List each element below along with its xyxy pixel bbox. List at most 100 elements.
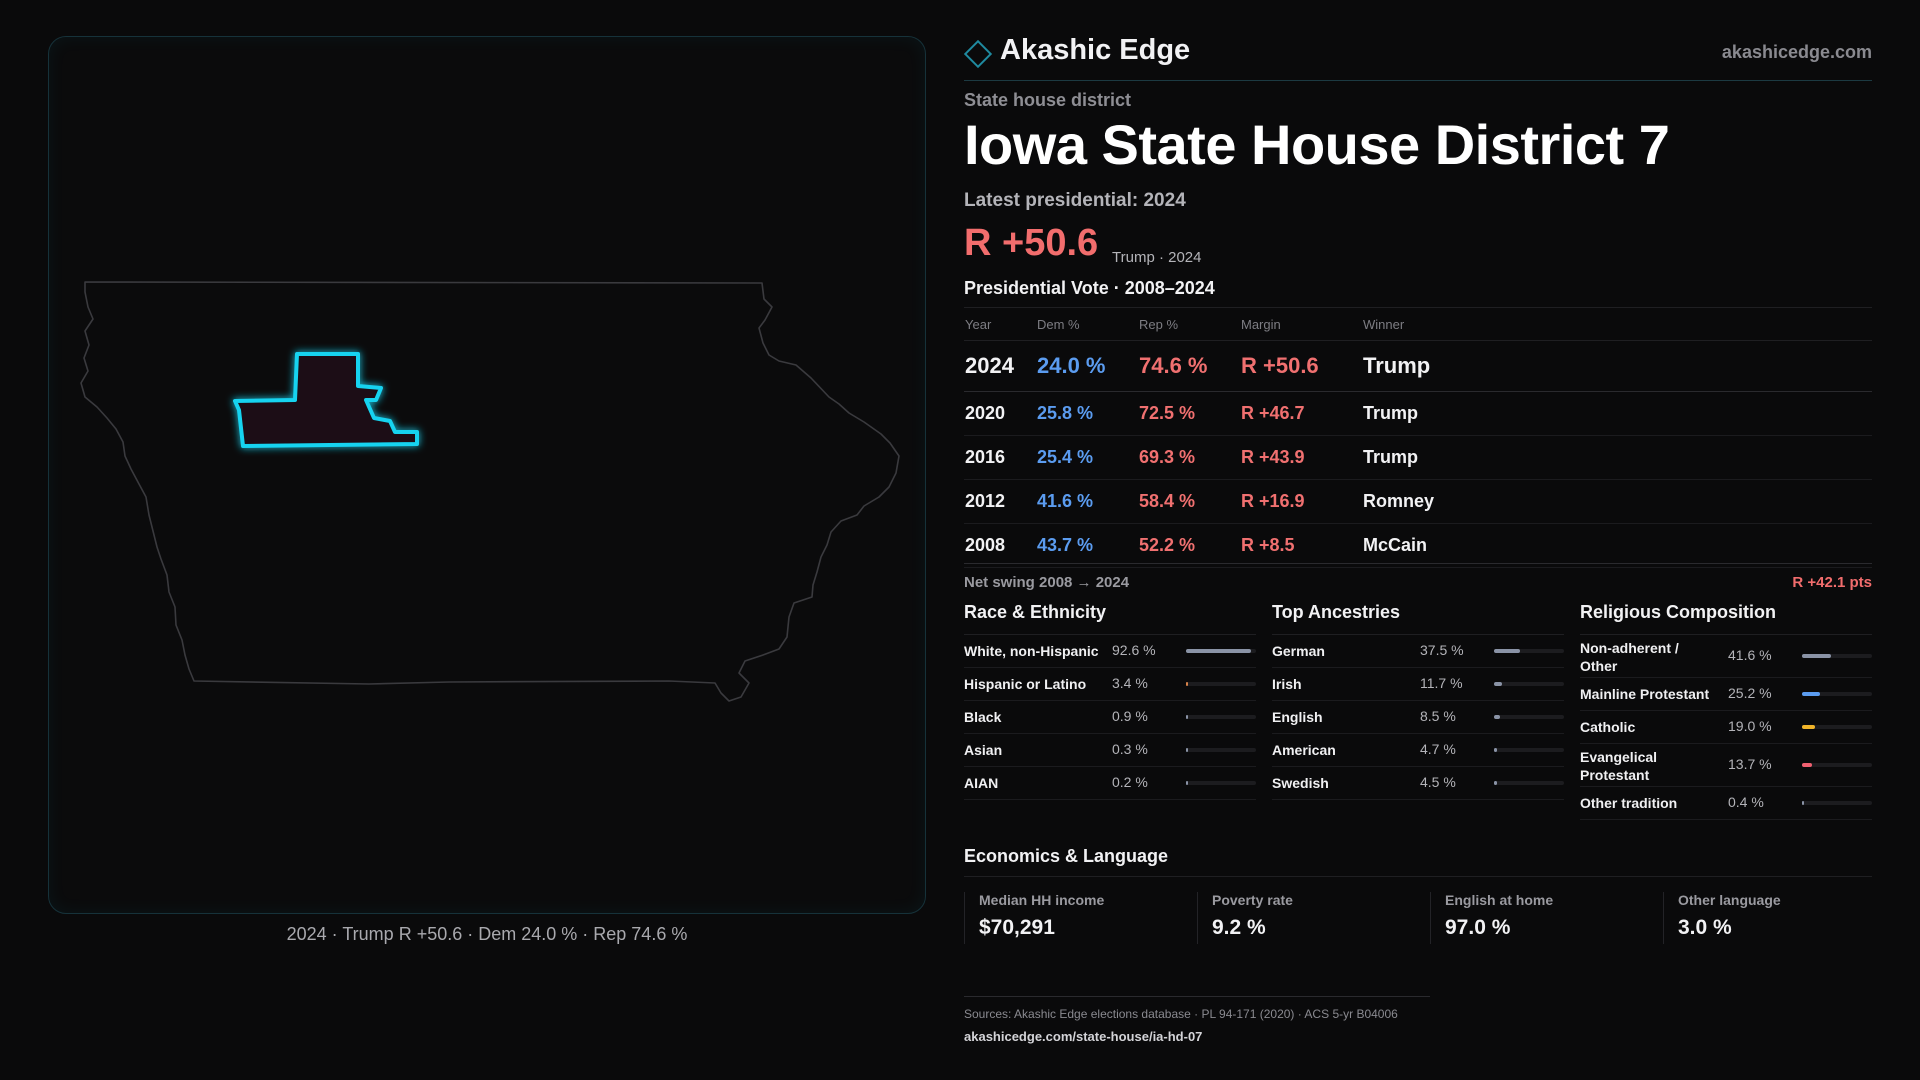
dem-cell: 43.7 % <box>1036 523 1138 568</box>
year-cell: 2008 <box>964 523 1036 568</box>
race-bar-fill <box>1186 748 1188 752</box>
ancestry-label: American <box>1272 742 1336 758</box>
column-header-margin: Margin <box>1240 307 1362 341</box>
religion-bar-track <box>1802 763 1872 767</box>
race-bar-track <box>1186 781 1256 785</box>
religion-label: Catholic <box>1580 719 1636 735</box>
top-ancestries-panel: Top Ancestries German 37.5 % Irish 11.7 % En… <box>1272 602 1564 800</box>
race-row: AIAN 0.2 % <box>964 767 1256 800</box>
race-percent: 92.6 % <box>1112 642 1156 658</box>
race-bar-track <box>1186 649 1256 653</box>
race-ethnicity-panel: Race & Ethnicity White, non-Hispanic 92.6… <box>964 602 1256 800</box>
net-swing-value: R +42.1 pts <box>1792 574 1872 591</box>
race-label: Black <box>964 709 1002 725</box>
year-cell: 2024 <box>964 340 1036 392</box>
map-caption: 2024 · Trump R +50.6 · Dem 24.0 % · Rep … <box>286 924 688 944</box>
column-header-year: Year <box>964 307 1036 341</box>
religion-percent: 13.7 % <box>1728 756 1772 772</box>
page-title: Iowa State House District 7 <box>964 113 1670 176</box>
race-label: Hispanic or Latino <box>964 676 1087 692</box>
table-row: 2008 43.7 % 52.2 % R +8.5 McCain <box>964 523 1872 568</box>
net-swing-label: Net swing 2008 → 2024 <box>964 574 1130 591</box>
ancestry-bar-fill <box>1494 715 1500 719</box>
column-header-winner: Winner <box>1362 307 1872 341</box>
year-cell: 2016 <box>964 435 1036 480</box>
year-cell: 2020 <box>964 391 1036 436</box>
rep-cell: 58.4 % <box>1138 479 1240 524</box>
race-bar-track <box>1186 715 1256 719</box>
column-header-dem: Dem % <box>1036 307 1138 341</box>
stat-label: Median HH income <box>979 892 1105 908</box>
race-ethnicity-title: Race & Ethnicity <box>964 602 1256 635</box>
religion-bar-fill <box>1802 725 1816 729</box>
margin-cell: R +50.6 <box>1240 340 1362 392</box>
race-bar-fill <box>1186 682 1189 686</box>
ancestry-percent: 8.5 % <box>1420 708 1456 724</box>
stat-label: English at home <box>1445 892 1554 908</box>
ancestry-row: Irish 11.7 % <box>1272 668 1564 701</box>
race-bar-track <box>1186 682 1256 686</box>
table-row: 2012 41.6 % 58.4 % R +16.9 Romney <box>964 479 1872 524</box>
ancestry-label: Irish <box>1272 676 1302 692</box>
religion-bar-track <box>1802 801 1872 805</box>
dem-cell: 25.8 % <box>1036 391 1138 436</box>
table-row: 2024 24.0 % 74.6 % R +50.6 Trump <box>964 340 1872 392</box>
stat-median-income: Median HH income $70,291 <box>964 892 1184 944</box>
religious-composition-title: Religious Composition <box>1580 602 1872 635</box>
race-percent: 0.9 % <box>1112 708 1148 724</box>
year-cell: 2012 <box>964 479 1036 524</box>
stat-english-at-home: English at home 97.0 % <box>1430 892 1650 944</box>
headline-margin-sub: Trump · 2024 <box>1112 249 1202 266</box>
economics-language-title: Economics & Language <box>964 846 1872 877</box>
dem-cell: 25.4 % <box>1036 435 1138 480</box>
race-row: Hispanic or Latino 3.4 % <box>964 668 1256 701</box>
religion-label: Mainline Protestant <box>1580 686 1710 702</box>
religion-row: Other tradition 0.4 % <box>1580 787 1872 820</box>
religion-label: Non-adherent / Other <box>1580 640 1679 674</box>
rep-cell: 69.3 % <box>1138 435 1240 480</box>
religion-row: Non-adherent / Other 41.6 % <box>1580 635 1872 678</box>
brand-url-link[interactable]: akashicedge.com <box>1721 42 1872 62</box>
religion-percent: 25.2 % <box>1728 685 1772 701</box>
winner-cell: Trump <box>1362 340 1872 392</box>
ancestry-percent: 11.7 % <box>1420 675 1463 691</box>
race-label: White, non-Hispanic <box>964 643 1099 659</box>
district-shape[interactable] <box>233 352 419 448</box>
latest-presidential-label: Latest presidential: 2024 <box>964 190 1186 211</box>
top-ancestries-title: Top Ancestries <box>1272 602 1564 635</box>
race-bar-track <box>1186 748 1256 752</box>
presidential-vote-table: Year Dem % Rep % Margin Winner 2024 24.0… <box>964 307 1872 568</box>
ancestry-label: English <box>1272 709 1323 725</box>
stat-poverty-rate: Poverty rate 9.2 % <box>1197 892 1417 944</box>
ancestry-bar-track <box>1494 682 1564 686</box>
ancestry-bar-track <box>1494 715 1564 719</box>
ancestry-bar-fill <box>1494 781 1498 785</box>
religion-bar-fill <box>1802 801 1804 805</box>
ancestry-bar-track <box>1494 748 1564 752</box>
race-row: Asian 0.3 % <box>964 734 1256 767</box>
ancestry-percent: 4.7 % <box>1420 741 1456 757</box>
column-header-rep: Rep % <box>1138 307 1240 341</box>
stat-value: $70,291 <box>979 916 1055 939</box>
religion-row: Catholic 19.0 % <box>1580 711 1872 744</box>
race-label: Asian <box>964 742 1003 758</box>
source-url-link[interactable]: akashicedge.com/state-house/ia-hd-07 <box>964 1029 1203 1044</box>
religion-bar-track <box>1802 725 1872 729</box>
rep-cell: 52.2 % <box>1138 523 1240 568</box>
religion-label: Other tradition <box>1580 795 1678 811</box>
religion-bar-track <box>1802 692 1872 696</box>
diamond-outline-icon <box>963 39 993 69</box>
religion-row: Mainline Protestant 25.2 % <box>1580 678 1872 711</box>
race-percent: 0.2 % <box>1112 774 1148 790</box>
ancestry-bar-fill <box>1494 682 1503 686</box>
headline-margin: R +50.6 <box>964 222 1099 264</box>
table-header-row: Year Dem % Rep % Margin Winner <box>964 307 1872 341</box>
ancestry-bar-fill <box>1494 649 1521 653</box>
race-bar-fill <box>1186 715 1188 719</box>
ancestry-row: American 4.7 % <box>1272 734 1564 767</box>
map-panel <box>48 36 926 914</box>
religion-bar-fill <box>1802 654 1832 658</box>
ancestry-label: Swedish <box>1272 775 1329 791</box>
state-outline <box>80 281 900 702</box>
race-label: AIAN <box>964 775 999 791</box>
